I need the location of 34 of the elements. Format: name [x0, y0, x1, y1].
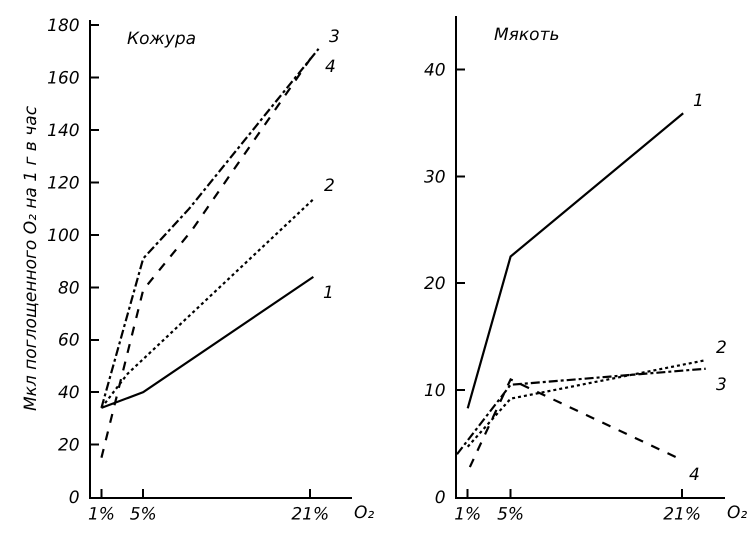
y-axis-title: Мкл поглощенного O₂ на 1 г в час: [21, 105, 42, 412]
x-tick-label: 5%: [497, 504, 524, 524]
series-label: 4: [325, 57, 336, 77]
y-tick-label: 30: [424, 167, 446, 188]
y-tick-label: 80: [58, 278, 80, 298]
x-axis-title: O₂: [727, 503, 747, 523]
series-label: 3: [329, 27, 340, 47]
y-tick-label: 140: [47, 121, 80, 142]
y-tick-label: 60: [58, 330, 80, 351]
x-tick-label: 1%: [454, 504, 482, 524]
y-tick-label: 0: [68, 488, 80, 508]
x-tick-label: 21%: [663, 504, 702, 524]
series-label: 3: [716, 375, 727, 395]
series-label: 1: [323, 283, 334, 303]
text: Кожура: [127, 29, 196, 49]
y-tick-label: 0: [434, 488, 446, 508]
y-tick-label: 20: [424, 274, 446, 294]
x-tick-label: 5%: [130, 504, 157, 524]
x-tick-label: 21%: [291, 504, 330, 524]
y-tick-label: 40: [58, 383, 80, 404]
text: Мякоть: [494, 25, 560, 45]
series-label: 4: [689, 465, 700, 485]
series-label: 1: [693, 91, 704, 111]
y-tick-label: 160: [47, 68, 80, 89]
y-tick-label: 180: [47, 16, 80, 36]
y-tick-label: 120: [47, 173, 80, 194]
x-tick-label: 1%: [88, 504, 115, 524]
y-tick-label: 20: [58, 436, 80, 456]
y-tick-label: 100: [47, 226, 80, 246]
y-tick-label: 40: [424, 60, 446, 80]
series-label: 2: [324, 176, 335, 196]
y-tick-label: 10: [424, 381, 446, 402]
series-label: 2: [716, 338, 727, 358]
x-axis-title: O₂: [354, 503, 374, 523]
